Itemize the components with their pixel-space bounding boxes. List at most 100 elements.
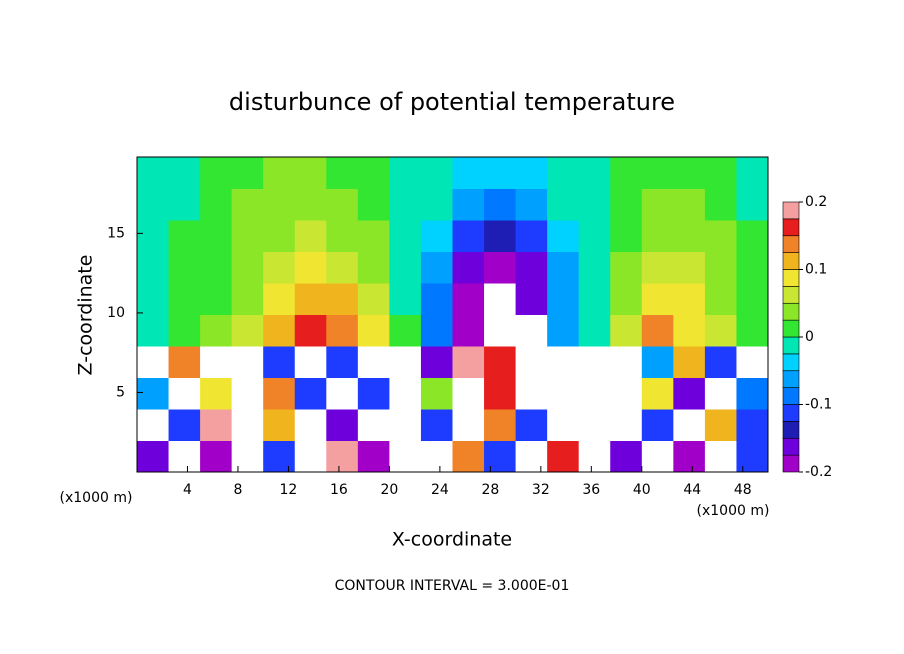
heat-cell bbox=[137, 220, 170, 252]
heat-cell bbox=[515, 283, 548, 315]
heat-cell bbox=[137, 251, 170, 284]
heat-cell bbox=[610, 409, 643, 441]
heat-cell bbox=[547, 157, 580, 189]
heat-cell bbox=[263, 251, 296, 284]
heat-cell bbox=[231, 283, 264, 315]
heat-cell bbox=[326, 157, 359, 189]
heat-cell bbox=[610, 346, 643, 378]
heat-cell bbox=[294, 314, 327, 347]
heat-cell bbox=[484, 188, 517, 221]
heat-cell bbox=[231, 188, 264, 221]
heat-cell bbox=[673, 157, 706, 189]
heat-cell bbox=[610, 314, 643, 347]
heat-cell bbox=[515, 188, 548, 221]
heat-cell bbox=[294, 440, 327, 473]
heat-cell bbox=[168, 157, 201, 189]
heat-cell bbox=[137, 283, 170, 315]
heat-cell bbox=[452, 314, 485, 347]
heat-cell bbox=[357, 377, 390, 410]
heat-cell bbox=[168, 220, 201, 252]
heat-cell bbox=[484, 377, 517, 410]
heat-cell bbox=[168, 409, 201, 441]
heat-cell bbox=[231, 251, 264, 284]
colorbar-tick-label: -0.1 bbox=[805, 397, 832, 413]
heat-cell bbox=[736, 314, 769, 347]
heat-cell bbox=[357, 346, 390, 378]
heat-cell bbox=[357, 440, 390, 473]
heat-cell bbox=[357, 251, 390, 284]
heat-cell bbox=[294, 283, 327, 315]
colorbar-segment bbox=[782, 454, 800, 473]
heat-cell bbox=[578, 377, 611, 410]
heat-cell bbox=[263, 440, 296, 473]
y-tick-label: 15 bbox=[107, 225, 125, 241]
heat-cell bbox=[673, 220, 706, 252]
heat-cell bbox=[704, 346, 737, 378]
heat-cell bbox=[641, 314, 674, 347]
heat-cell bbox=[389, 409, 422, 441]
heat-cell bbox=[515, 346, 548, 378]
heat-cell bbox=[736, 346, 769, 378]
heat-cell bbox=[200, 157, 233, 189]
heat-cell bbox=[200, 377, 233, 410]
heat-cell bbox=[484, 283, 517, 315]
heat-cell bbox=[263, 283, 296, 315]
heat-cell bbox=[578, 346, 611, 378]
y-axis-label: Z-coordinate bbox=[75, 255, 97, 376]
heat-cell bbox=[294, 220, 327, 252]
heat-cell bbox=[389, 377, 422, 410]
x-tick-label: 20 bbox=[380, 482, 398, 498]
heat-cell bbox=[389, 188, 422, 221]
heat-cell bbox=[515, 440, 548, 473]
heat-cell bbox=[200, 440, 233, 473]
heat-cell bbox=[200, 346, 233, 378]
heat-cell bbox=[231, 377, 264, 410]
colorbar-segment bbox=[782, 353, 800, 372]
heat-cell bbox=[137, 314, 170, 347]
heat-cell bbox=[673, 377, 706, 410]
heat-cell bbox=[641, 251, 674, 284]
x-tick-label: 40 bbox=[633, 482, 651, 498]
heat-cell bbox=[736, 188, 769, 221]
heat-cell bbox=[326, 409, 359, 441]
heat-cell bbox=[736, 220, 769, 252]
heat-cell bbox=[326, 283, 359, 315]
heat-cell bbox=[452, 346, 485, 378]
heat-cell bbox=[137, 157, 170, 189]
heat-cell bbox=[420, 283, 453, 315]
heat-cell bbox=[389, 157, 422, 189]
heat-cell bbox=[547, 251, 580, 284]
heat-cell bbox=[326, 188, 359, 221]
heat-cell bbox=[263, 377, 296, 410]
heat-cell bbox=[420, 440, 453, 473]
heat-cell bbox=[704, 314, 737, 347]
heat-cell bbox=[137, 377, 170, 410]
heat-cell bbox=[294, 157, 327, 189]
colorbar-segment bbox=[782, 252, 800, 270]
colorbar-segment bbox=[782, 286, 800, 304]
x-axis-label: X-coordinate bbox=[392, 529, 512, 551]
colorbar-tick-label: 0.1 bbox=[805, 262, 827, 278]
heat-cell bbox=[484, 251, 517, 284]
heat-cell bbox=[326, 314, 359, 347]
heat-cell bbox=[263, 188, 296, 221]
colorbar-segment bbox=[782, 437, 800, 456]
heat-cell bbox=[137, 409, 170, 441]
x-tick-label: 44 bbox=[683, 482, 701, 498]
x-unit-label: (x1000 m) bbox=[697, 503, 770, 519]
heat-cell bbox=[357, 220, 390, 252]
colorbar-segment bbox=[782, 336, 800, 355]
heat-cell bbox=[578, 283, 611, 315]
colorbar-segment bbox=[782, 370, 800, 388]
x-tick-label: 12 bbox=[280, 482, 298, 498]
heat-cell bbox=[389, 283, 422, 315]
heat-cell bbox=[641, 283, 674, 315]
heat-cell bbox=[326, 377, 359, 410]
heat-cell bbox=[420, 157, 453, 189]
heat-cell bbox=[168, 188, 201, 221]
heat-cell bbox=[578, 188, 611, 221]
heat-cell bbox=[357, 157, 390, 189]
heat-cell bbox=[610, 188, 643, 221]
heat-cell bbox=[231, 157, 264, 189]
x-unit-label: (x1000 m) bbox=[60, 490, 133, 506]
